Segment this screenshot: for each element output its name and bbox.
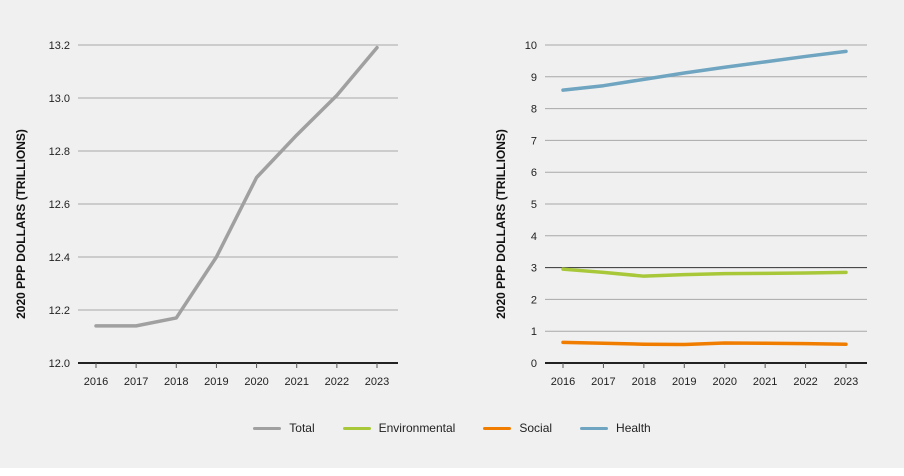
- y-tick-label: 2: [531, 294, 537, 306]
- y-tick-label: 12.0: [49, 358, 70, 370]
- legend-item-health: Health: [580, 421, 651, 435]
- y-tick-label: 0: [531, 358, 537, 370]
- chart-1: 12.0 12.2 12.4 12.6 12.8 13.0 13.2 2016 2017 2018…: [14, 40, 398, 388]
- x-tick-label: 2022: [793, 376, 817, 388]
- x-tick-label: 2016: [551, 376, 575, 388]
- series-line-social: [561, 340, 848, 347]
- x-tick-label: 2016: [84, 376, 108, 388]
- legend-swatch: [342, 426, 371, 430]
- series-line-total: [94, 45, 379, 328]
- x-tick-label: 2019: [204, 376, 228, 388]
- legend-item-social: Social: [483, 421, 552, 435]
- y-tick-label: 13.0: [49, 93, 70, 105]
- chart-2: 0 1 2 3 4 5 6 7 8 9 10 2016 2017 2018 2019 2020 2021 2022…: [494, 40, 867, 388]
- legend-label: Health: [616, 421, 651, 435]
- x-tick-label: 2023: [834, 376, 858, 388]
- y-tick-label: 13.2: [49, 40, 70, 52]
- y-tick-label: 8: [531, 104, 537, 116]
- x-tick-label: 2017: [591, 376, 615, 388]
- y-axis-label: 2020 PPP DOLLARS (TRILLIONS): [494, 129, 508, 319]
- x-tick-label: 2018: [632, 376, 656, 388]
- y-tick-label: 12.8: [49, 146, 70, 158]
- legend-swatch: [483, 426, 512, 430]
- legend-swatch: [253, 426, 282, 430]
- x-tick-label: 2020: [712, 376, 736, 388]
- y-tick-label: 7: [531, 135, 537, 147]
- legend-label: Social: [519, 421, 553, 435]
- legend: Total Environmental Social Health: [0, 421, 904, 435]
- x-tick-label: 2018: [164, 376, 188, 388]
- x-tick-label: 2019: [672, 376, 696, 388]
- y-tick-label: 4: [531, 231, 537, 243]
- legend-label: Environmental: [378, 421, 456, 435]
- series-line-environmental: [561, 267, 848, 278]
- x-tick-label: 2021: [753, 376, 777, 388]
- x-tick-label: 2021: [284, 376, 308, 388]
- y-tick-label: 1: [531, 326, 537, 338]
- y-tick-label: 3: [531, 263, 537, 275]
- legend-label: Total: [289, 421, 315, 435]
- x-tick-label: 2022: [325, 376, 349, 388]
- y-tick-label: 10: [525, 40, 537, 52]
- x-tick-label: 2017: [124, 376, 148, 388]
- legend-swatch: [580, 426, 609, 430]
- y-tick-label: 12.6: [49, 199, 70, 211]
- legend-item-total: Total: [253, 421, 315, 435]
- y-axis-label: 2020 PPP DOLLARS (TRILLIONS): [14, 129, 28, 319]
- x-tick-label: 2023: [365, 376, 389, 388]
- y-tick-label: 12.2: [49, 305, 70, 317]
- y-tick-label: 5: [531, 199, 537, 211]
- x-tick-label: 2020: [244, 376, 268, 388]
- y-tick-label: 12.4: [49, 252, 70, 264]
- y-tick-label: 6: [531, 167, 537, 179]
- series-line-health: [561, 49, 848, 92]
- legend-item-environmental: Environmental: [342, 421, 456, 435]
- y-tick-label: 9: [531, 72, 537, 84]
